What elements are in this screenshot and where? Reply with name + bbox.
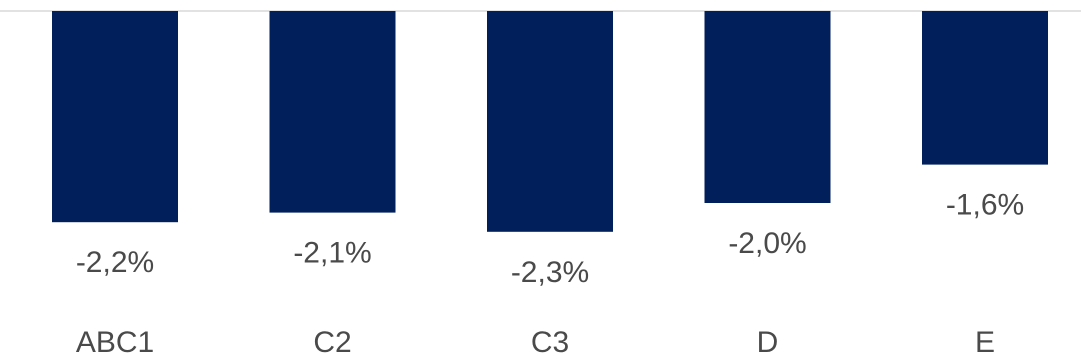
- bar-d: [704, 11, 831, 203]
- category-label-c2: C2: [313, 326, 351, 359]
- bar-abc1: [52, 11, 178, 223]
- value-label-d: -2,0%: [728, 227, 806, 260]
- category-label-d: D: [757, 326, 779, 359]
- category-label-c3: C3: [531, 326, 569, 359]
- value-label-abc1: -2,2%: [76, 246, 154, 279]
- value-label-c3: -2,3%: [511, 256, 589, 289]
- value-label-c2: -2,1%: [293, 237, 371, 270]
- value-labels-group: -2,2% -2,1% -2,3% -2,0% -1,6%: [76, 189, 1024, 289]
- category-labels-group: ABC1 C2 C3 D E: [76, 326, 995, 359]
- category-label-abc1: ABC1: [76, 326, 154, 359]
- bar-c3: [487, 11, 613, 232]
- bar-e: [922, 11, 1048, 165]
- bars-group: [52, 11, 1048, 232]
- value-label-e: -1,6%: [946, 189, 1024, 222]
- bar-c2: [269, 11, 396, 213]
- category-label-e: E: [975, 326, 995, 359]
